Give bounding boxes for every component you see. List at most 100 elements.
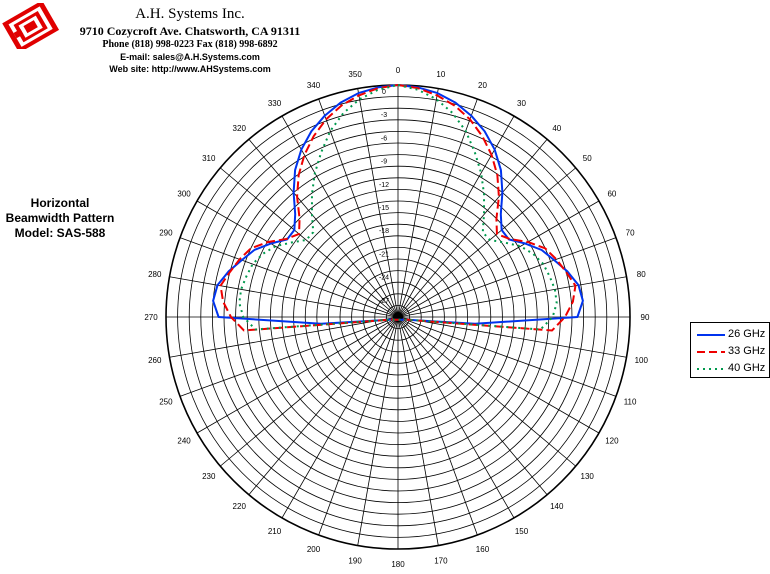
radial-tick-label: 0 — [382, 89, 386, 96]
series-line-40ghz — [238, 84, 558, 331]
chart-title-line-2: Beamwidth Pattern — [5, 211, 115, 225]
company-name: A.H. Systems Inc. — [135, 6, 245, 22]
angle-tick-label: 210 — [268, 527, 282, 536]
grid-spoke — [397, 316, 627, 358]
angle-tick-label: 340 — [307, 81, 321, 90]
grid-spoke — [318, 98, 399, 318]
grid-spoke — [397, 316, 617, 397]
angle-tick-label: 90 — [641, 313, 650, 322]
radial-tick-label: -12 — [379, 182, 389, 189]
grid-spoke — [397, 139, 548, 318]
grid-spoke — [179, 237, 399, 318]
radial-tick-label: -6 — [381, 135, 387, 142]
company-email: E-mail: sales@A.H.Systems.com — [120, 52, 260, 62]
angle-tick-label: 250 — [159, 397, 173, 406]
angle-tick-label: 150 — [515, 527, 529, 536]
angle-tick-label: 170 — [434, 556, 448, 565]
angle-tick-label: 320 — [233, 124, 247, 133]
company-address: 9710 Cozycroft Ave. Chatsworth, CA 91311 — [79, 24, 301, 38]
grid-spoke — [179, 316, 399, 397]
angle-tick-label: 80 — [637, 270, 646, 279]
angle-tick-label: 190 — [348, 556, 362, 565]
angle-tick-label: 290 — [159, 229, 173, 238]
legend-swatch-40ghz — [697, 368, 725, 370]
angle-tick-label: 180 — [391, 560, 405, 569]
radial-tick-label: -27 — [379, 298, 389, 305]
grid-spoke — [169, 276, 399, 318]
grid-spoke — [397, 316, 478, 536]
legend-label-40ghz: 40 GHz — [728, 362, 766, 374]
grid-spoke — [397, 316, 439, 546]
angle-tick-label: 350 — [348, 70, 362, 79]
radial-tick-label: -15 — [379, 205, 389, 212]
radial-tick-label: -9 — [381, 159, 387, 166]
radial-tick-label: -24 — [379, 275, 389, 282]
grid-spoke — [397, 98, 478, 318]
grid-spoke — [397, 200, 600, 318]
angle-tick-label: 30 — [517, 99, 526, 108]
angle-tick-label: 100 — [635, 356, 649, 365]
grid-spoke — [220, 167, 399, 318]
angle-tick-label: 330 — [268, 99, 282, 108]
grid-spoke — [220, 316, 399, 467]
angle-tick-label: 270 — [144, 313, 158, 322]
angle-tick-label: 70 — [626, 229, 635, 238]
company-website: Web site: http://www.AHSystems.com — [109, 64, 271, 74]
angle-tick-label: 200 — [307, 545, 321, 554]
angle-tick-label: 0 — [396, 66, 401, 75]
angle-tick-label: 60 — [607, 190, 616, 199]
angle-tick-label: 280 — [148, 270, 162, 279]
grid-spoke — [248, 139, 399, 318]
legend-entry-33ghz: 33 GHz — [691, 344, 769, 360]
grid-spoke — [397, 316, 548, 495]
series-layer — [212, 84, 584, 332]
company-phone: Phone (818) 998-0223 Fax (818) 998-6892 — [102, 39, 278, 50]
chart-title: Horizontal Beamwidth Pattern Model: SAS-… — [2, 196, 118, 241]
grid-spoke — [281, 316, 399, 519]
angle-tick-label: 20 — [478, 81, 487, 90]
chart-title-line-3: Model: SAS-588 — [14, 226, 106, 240]
radial-tick-label: -3 — [381, 112, 387, 119]
grid-spoke — [357, 88, 399, 318]
angle-tick-label: 240 — [177, 437, 191, 446]
polar-grid — [165, 84, 631, 550]
ah-systems-logo — [2, 3, 60, 49]
angle-tick-label: 50 — [583, 154, 592, 163]
grid-spoke — [397, 237, 617, 318]
legend-swatch-26ghz — [697, 334, 725, 336]
angle-tick-label: 260 — [148, 356, 162, 365]
angle-tick-label: 110 — [624, 397, 637, 406]
angle-tick-label: 220 — [233, 502, 247, 511]
angle-tick-label: 300 — [177, 190, 191, 199]
legend-entry-40ghz: 40 GHz — [691, 361, 769, 377]
angle-tick-label: 120 — [605, 437, 619, 446]
grid-spoke — [318, 316, 399, 536]
company-header: A.H. Systems Inc. 9710 Cozycroft Ave. Ch… — [40, 6, 340, 75]
legend-label-26ghz: 26 GHz — [728, 328, 766, 340]
grid-spoke — [248, 316, 399, 495]
angle-tick-label: 140 — [550, 502, 564, 511]
grid-spoke — [397, 88, 439, 318]
radial-tick-label: -21 — [379, 251, 389, 258]
grid-spoke — [397, 167, 576, 318]
legend-entry-26ghz: 26 GHz — [691, 327, 769, 343]
grid-spoke — [397, 316, 600, 434]
grid-spoke — [397, 316, 515, 519]
angle-tick-label: 40 — [552, 124, 561, 133]
chart-title-line-1: Horizontal — [30, 196, 90, 210]
angle-tick-label: 130 — [581, 472, 595, 481]
angle-tick-label: 160 — [476, 545, 490, 554]
angle-tick-label: 310 — [202, 154, 216, 163]
series-line-33ghz — [219, 84, 577, 332]
grid-spoke — [397, 316, 576, 467]
radial-tick-label: -18 — [379, 228, 389, 235]
angle-tick-label: 230 — [202, 472, 216, 481]
grid-spoke — [196, 200, 399, 318]
angle-tick-label: 10 — [436, 70, 445, 79]
grid-spoke — [196, 316, 399, 434]
legend-label-33ghz: 33 GHz — [728, 345, 766, 357]
label-layer: 0 10 20 30 40 50 60 70 80 90 100 110 120 130 140 150 160… — [144, 66, 650, 569]
legend: 26 GHz 33 GHz 40 GHz — [690, 322, 770, 378]
grid-spoke — [169, 316, 399, 358]
